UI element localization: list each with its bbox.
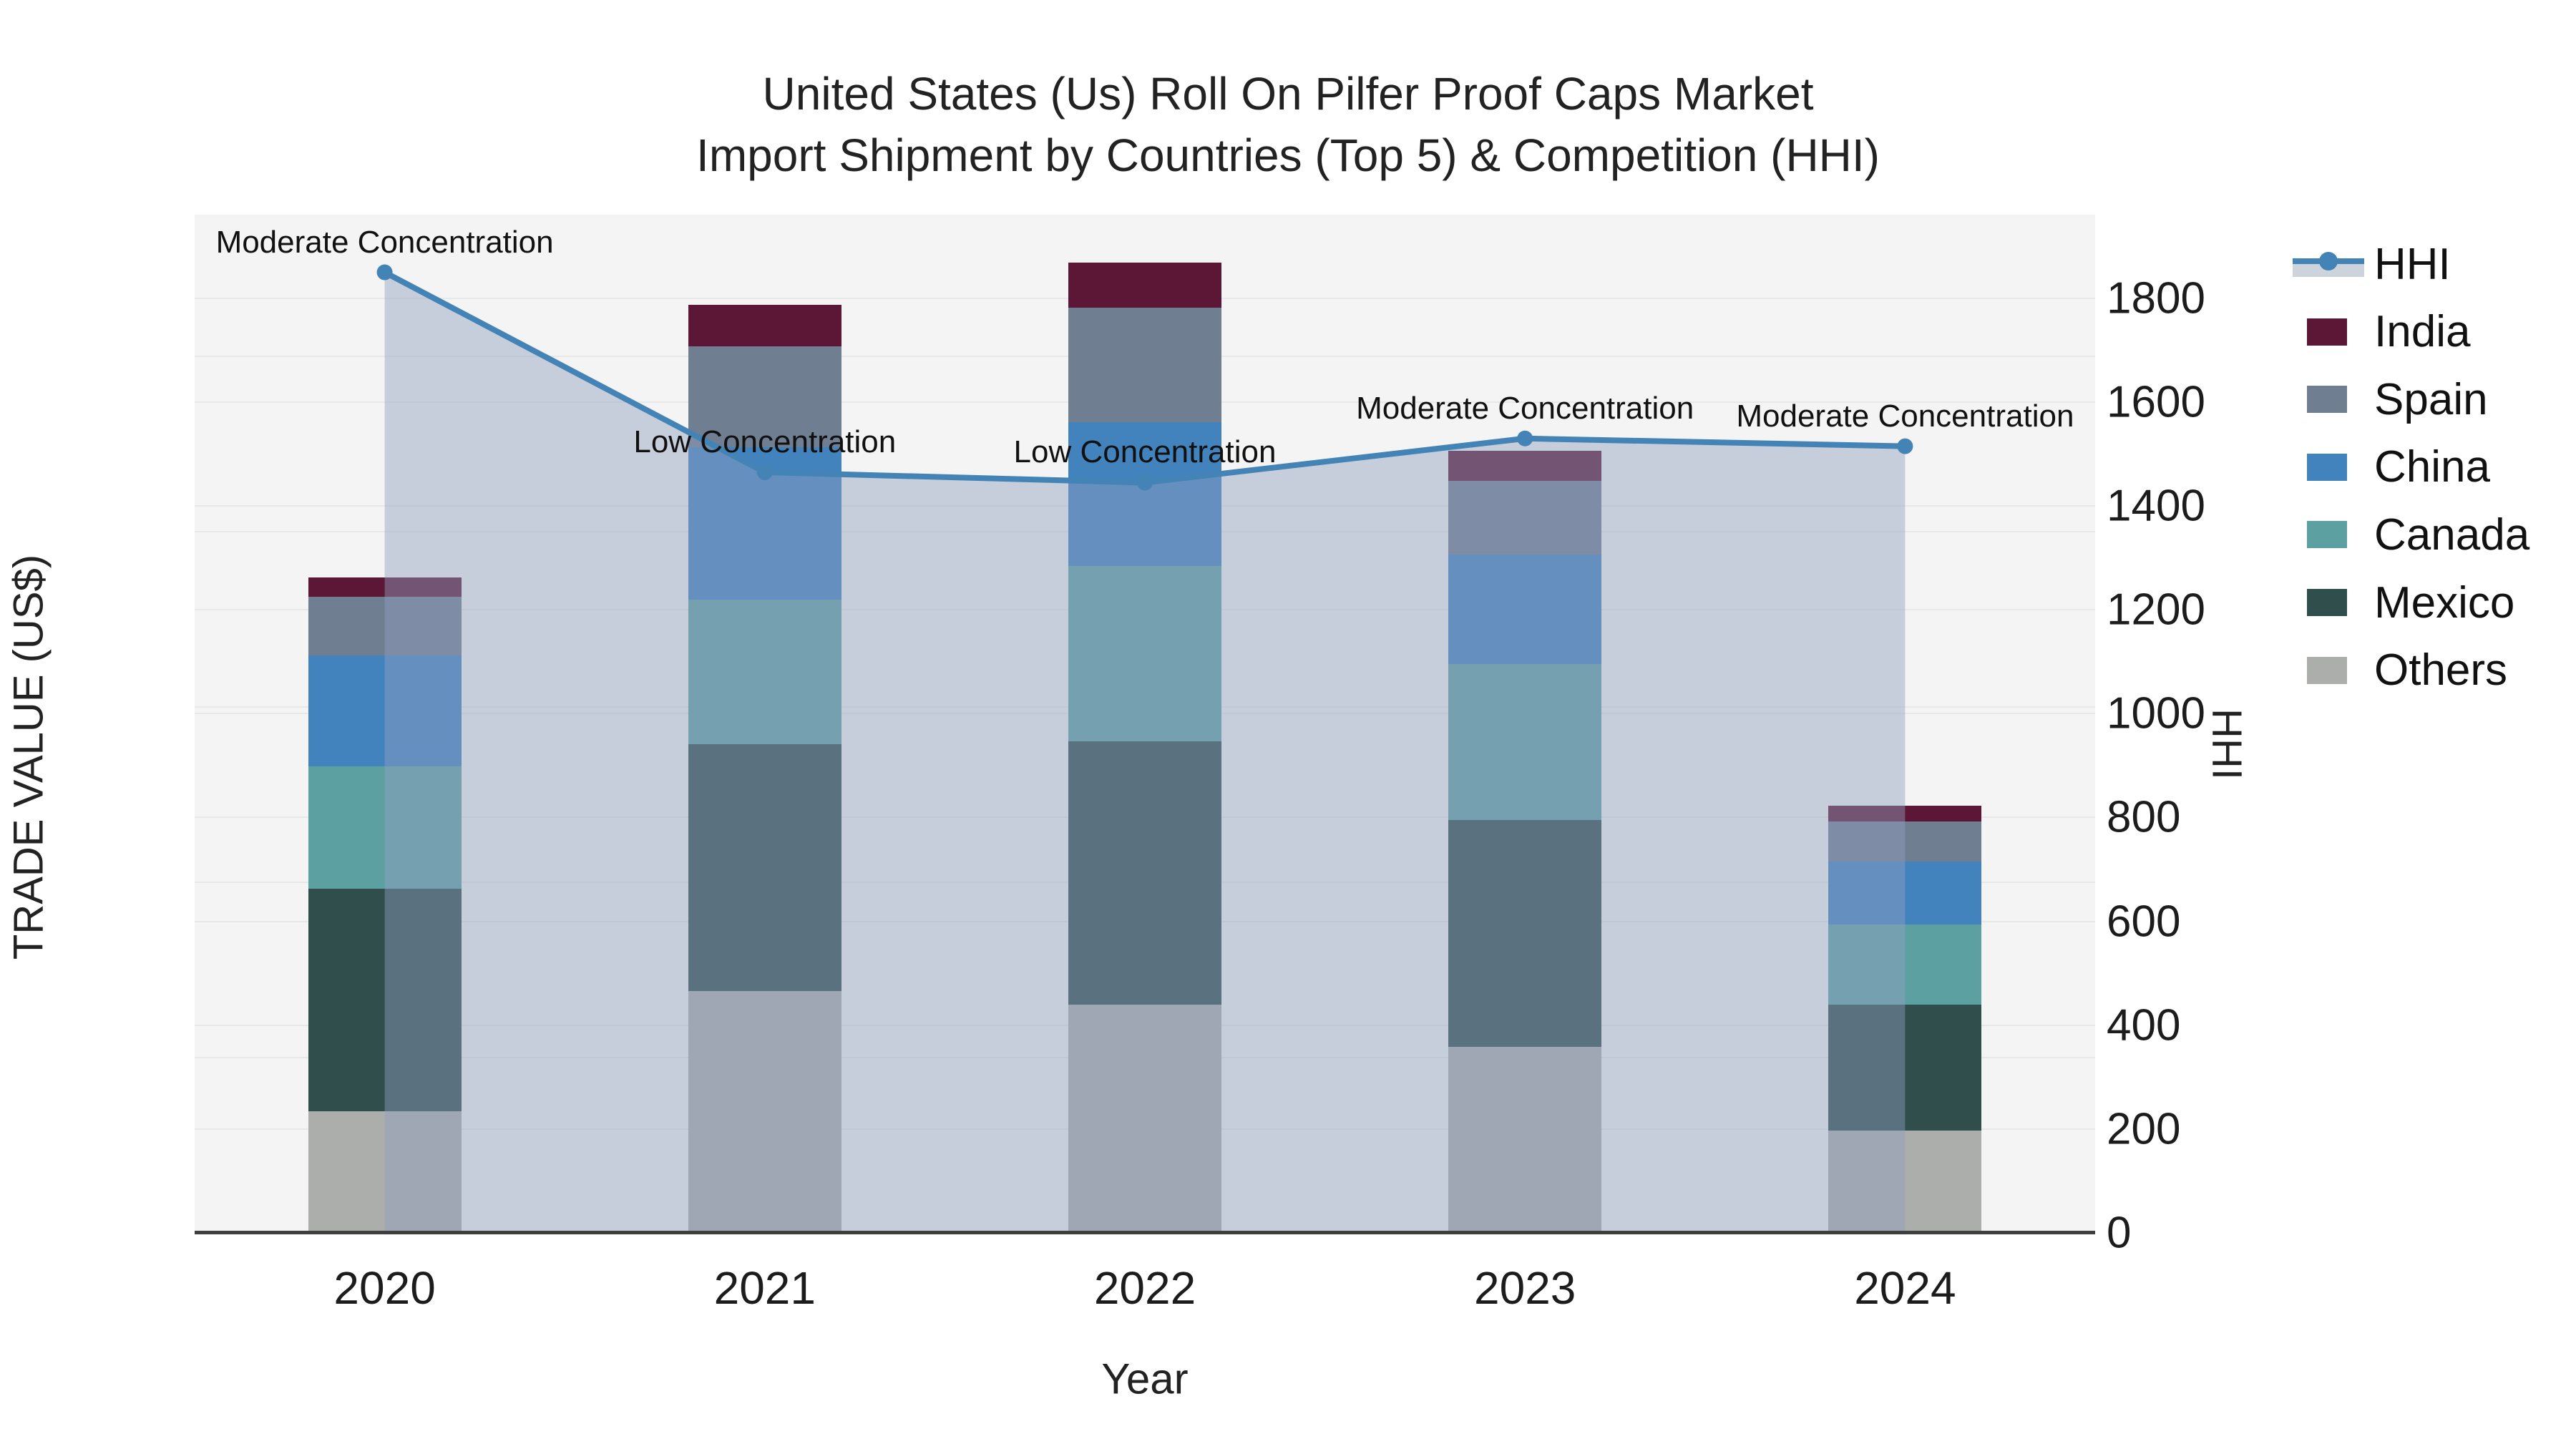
legend-label-mexico: Mexico [2374,577,2515,628]
y-right-tick-1400: 1400 [2107,481,2205,531]
y-right-tick-1200: 1200 [2107,585,2205,635]
hhi-marker-2023[interactable] [1517,430,1533,447]
chart-title-line1: United States (Us) Roll On Pilfer Proof … [762,68,1814,119]
bar-segment-canada-2021[interactable] [688,599,841,744]
chart-title: United States (Us) Roll On Pilfer Proof … [0,63,2576,186]
hhi-marker-swatch [2319,252,2338,270]
bar-segment-canada-2023[interactable] [1448,664,1602,821]
bar-segment-india-2022[interactable] [1068,263,1221,308]
bar-segment-canada-2022[interactable] [1068,566,1221,742]
bar-segment-canada-2024[interactable] [1828,924,1982,1005]
legend-label-hhi: HHI [2374,239,2451,289]
stacked-bar-2020 [308,577,462,1231]
bar-segment-china-2022[interactable] [1068,422,1221,567]
x-axis-zeroline [195,1231,2095,1234]
y-right-tick-1000: 1000 [2107,688,2205,738]
x-tick-2024: 2024 [1854,1262,1956,1314]
y-right-tick-1800: 1800 [2107,273,2205,323]
legend-swatch-spain [2307,386,2347,414]
bar-segment-india-2021[interactable] [688,305,841,346]
bar-segment-china-2024[interactable] [1828,862,1982,925]
legend-swatch-mexico [2307,589,2347,616]
bar-segment-spain-2022[interactable] [1068,307,1221,423]
legend-swatch-india [2307,318,2347,346]
bar-segment-india-2024[interactable] [1828,805,1982,821]
annotation-2021: Low Concentration [633,424,897,459]
bar-segment-others-2020[interactable] [308,1111,462,1231]
x-tick-2020: 2020 [333,1262,436,1314]
bar-segment-mexico-2024[interactable] [1828,1004,1982,1131]
hhi-area-fill [384,272,1906,1233]
chart-title-line2: Import Shipment by Countries (Top 5) & C… [696,130,1880,181]
bar-segment-spain-2020[interactable] [308,597,462,656]
bar-segment-mexico-2020[interactable] [308,889,462,1112]
x-axis-title: Year [1101,1355,1189,1403]
hhi-marker-2020[interactable] [376,264,393,280]
plot-area [195,215,2095,1234]
x-tick-2021: 2021 [713,1262,816,1314]
legend-item-india[interactable]: India [2287,298,2573,366]
x-tick-2023: 2023 [1474,1262,1576,1314]
hhi-marker-2021[interactable] [756,464,773,480]
bar-segment-india-2020[interactable] [308,577,462,597]
x-tick-2022: 2022 [1093,1262,1196,1314]
bar-segment-spain-2023[interactable] [1448,481,1602,555]
bar-segment-others-2021[interactable] [688,991,841,1231]
y-right-tick-400: 400 [2107,1000,2181,1050]
annotation-2023: Moderate Concentration [1356,390,1694,426]
hhi-marker-2022[interactable] [1137,474,1153,491]
y-right-tick-800: 800 [2107,792,2181,842]
hhi-marker-2024[interactable] [1897,438,1913,454]
legend-label-china: China [2374,442,2490,492]
legend-label-india: India [2374,307,2471,357]
bar-segment-canada-2020[interactable] [308,766,462,889]
bar-segment-others-2024[interactable] [1828,1131,1982,1231]
annotation-2024: Moderate Concentration [1736,398,2074,434]
legend-item-spain[interactable]: Spain [2287,366,2573,433]
legend-item-others[interactable]: Others [2287,637,2573,704]
legend-label-canada: Canada [2374,509,2530,560]
annotation-2020: Moderate Concentration [215,224,554,260]
legend-item-canada[interactable]: Canada [2287,501,2573,568]
y-right-tick-0: 0 [2107,1208,2132,1258]
bar-segment-china-2023[interactable] [1448,555,1602,665]
legend-item-hhi[interactable]: HHI [2287,230,2573,298]
y-right-tick-600: 600 [2107,897,2181,947]
y-axis-right-title: HHI [2203,708,2250,780]
y-right-tick-1600: 1600 [2107,377,2205,427]
bar-segment-others-2023[interactable] [1448,1046,1602,1231]
bar-segment-mexico-2023[interactable] [1448,820,1602,1047]
legend-swatch-others [2307,656,2347,684]
bar-segment-india-2023[interactable] [1448,450,1602,482]
annotation-2022: Low Concentration [1013,434,1277,470]
bar-segment-spain-2021[interactable] [688,346,841,447]
legend-item-mexico[interactable]: Mexico [2287,569,2573,636]
legend-label-others: Others [2374,645,2508,696]
bar-segment-others-2022[interactable] [1068,1004,1221,1231]
y-right-tick-200: 200 [2107,1104,2181,1154]
y-axis-left-title: TRADE VALUE (US$) [5,554,52,960]
bar-series-container [195,215,2095,1233]
hhi-legend-swatch-icon [2293,248,2364,280]
bar-segment-mexico-2021[interactable] [688,743,841,992]
hhi-line-layer [376,264,1913,1233]
legend-item-china[interactable]: China [2287,434,2573,501]
stacked-bar-2022 [1068,263,1221,1231]
legend-label-spain: Spain [2374,374,2488,424]
bar-segment-spain-2024[interactable] [1828,821,1982,862]
stacked-bar-2024 [1828,805,1982,1231]
stacked-bar-2021 [688,305,841,1231]
legend-swatch-china [2307,453,2347,481]
legend-swatch-canada [2307,521,2347,549]
bar-segment-mexico-2022[interactable] [1068,741,1221,1005]
bar-segment-china-2020[interactable] [308,655,462,766]
stacked-bar-2023 [1448,450,1602,1231]
